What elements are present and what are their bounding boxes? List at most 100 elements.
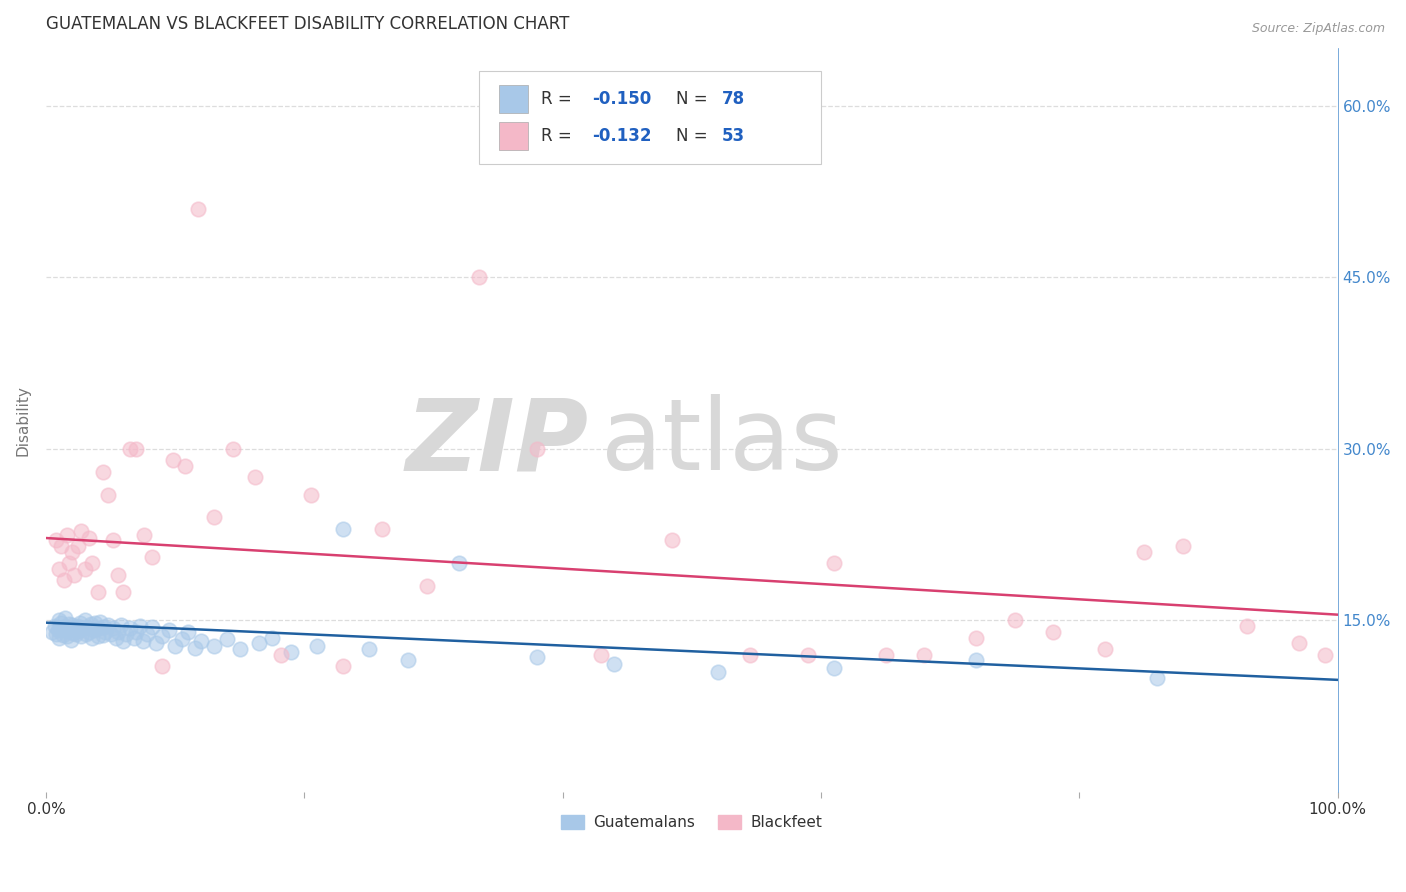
Text: 53: 53 — [721, 128, 745, 145]
Point — [101, 621, 124, 635]
Point — [371, 522, 394, 536]
Point — [202, 510, 225, 524]
Point — [107, 624, 129, 639]
Point — [45, 533, 67, 548]
Point — [134, 527, 156, 541]
Point — [135, 627, 157, 641]
Point — [125, 624, 148, 639]
Point — [416, 579, 439, 593]
Point — [187, 202, 209, 216]
Point — [77, 531, 100, 545]
Text: -0.150: -0.150 — [592, 90, 651, 108]
Point — [112, 584, 135, 599]
Point — [65, 627, 87, 641]
Point — [73, 562, 96, 576]
Point — [912, 648, 935, 662]
Point — [132, 634, 155, 648]
Point — [59, 632, 82, 647]
Point — [299, 487, 322, 501]
Point — [706, 665, 728, 679]
Point — [222, 442, 245, 456]
Point — [118, 442, 141, 456]
Point — [82, 556, 104, 570]
Point — [100, 627, 122, 641]
Point — [44, 619, 66, 633]
Point — [1004, 613, 1026, 627]
Point — [53, 574, 76, 588]
FancyBboxPatch shape — [499, 85, 527, 113]
Point — [190, 634, 212, 648]
Point — [1171, 539, 1194, 553]
Point — [591, 648, 613, 662]
Point — [1288, 636, 1310, 650]
Point — [70, 621, 93, 635]
Text: R =: R = — [541, 90, 576, 108]
Point — [183, 640, 205, 655]
Point — [965, 653, 987, 667]
Point — [467, 270, 489, 285]
Point — [62, 626, 84, 640]
Point — [41, 624, 63, 639]
Point — [449, 556, 471, 570]
Point — [82, 631, 104, 645]
Point — [110, 618, 132, 632]
Legend: Guatemalans, Blackfeet: Guatemalans, Blackfeet — [555, 809, 828, 837]
Point — [60, 545, 83, 559]
Point — [228, 642, 250, 657]
Point — [150, 659, 173, 673]
Point — [875, 648, 897, 662]
Point — [67, 539, 90, 553]
Point — [125, 442, 148, 456]
Point — [823, 661, 845, 675]
Point — [60, 618, 83, 632]
Point — [797, 648, 820, 662]
Point — [66, 619, 89, 633]
Point — [104, 631, 127, 645]
Point — [58, 616, 80, 631]
Point — [603, 657, 626, 671]
Point — [51, 539, 73, 553]
Text: ZIP: ZIP — [405, 394, 589, 491]
Point — [107, 567, 129, 582]
Point — [1094, 642, 1116, 657]
Point — [101, 533, 124, 548]
Point — [112, 634, 135, 648]
Point — [97, 487, 120, 501]
Point — [965, 631, 987, 645]
Point — [70, 629, 93, 643]
Text: N =: N = — [676, 90, 713, 108]
Point — [69, 615, 91, 630]
FancyBboxPatch shape — [499, 122, 527, 151]
Point — [122, 631, 145, 645]
Point — [270, 648, 292, 662]
Point — [332, 659, 354, 673]
Point — [118, 621, 141, 635]
Point — [661, 533, 683, 548]
Point — [84, 615, 107, 630]
Point — [73, 613, 96, 627]
Text: R =: R = — [541, 128, 576, 145]
Point — [823, 556, 845, 570]
Text: 78: 78 — [721, 90, 745, 108]
Text: Source: ZipAtlas.com: Source: ZipAtlas.com — [1251, 22, 1385, 36]
Point — [53, 611, 76, 625]
Point — [141, 620, 163, 634]
Point — [245, 470, 267, 484]
Y-axis label: Disability: Disability — [15, 384, 30, 456]
Point — [97, 618, 120, 632]
Point — [215, 632, 238, 646]
Point — [48, 631, 70, 645]
Point — [45, 627, 67, 641]
Point — [115, 627, 138, 641]
Point — [177, 624, 200, 639]
Point — [150, 629, 173, 643]
Point — [332, 522, 354, 536]
Point — [89, 615, 111, 629]
Point — [526, 442, 548, 456]
Point — [58, 556, 80, 570]
Point — [170, 632, 193, 646]
Point — [87, 621, 110, 635]
Point — [1236, 619, 1258, 633]
Point — [1313, 648, 1336, 662]
Point — [53, 620, 76, 634]
